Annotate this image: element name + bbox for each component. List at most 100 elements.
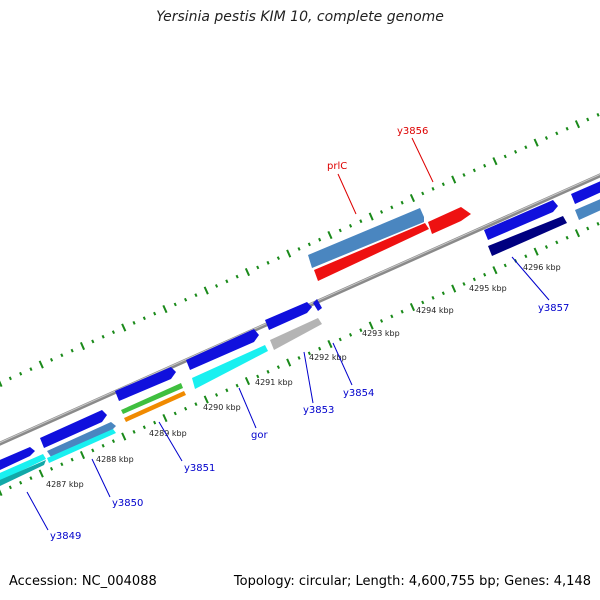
scale-label: 4287 kbp: [46, 480, 84, 489]
upper-track-tick: [153, 311, 157, 316]
upper-track-tick: [513, 149, 518, 154]
gene-small-arrow-feature[interactable]: [313, 299, 322, 311]
lower-track-tick: [111, 439, 116, 444]
gene-label[interactable]: y3849: [50, 531, 81, 542]
upper-track-tick: [421, 191, 425, 196]
upper-track-tick: [101, 334, 105, 339]
gene-y3856-feature[interactable]: [428, 207, 471, 234]
lower-track-tick: [153, 420, 157, 425]
lower-track-tick: [60, 462, 64, 467]
upper-track-tick: [183, 297, 188, 302]
upper-track-tick: [19, 371, 23, 376]
gene-label[interactable]: y3853: [303, 405, 334, 416]
upper-track-tick: [142, 316, 146, 321]
upper-track-tick: [70, 348, 74, 353]
upper-track-tick: [400, 200, 404, 205]
lower-track-tick: [565, 235, 569, 240]
gene-y3850-feature[interactable]: [40, 410, 107, 448]
gene-steelblue-y3850-feature[interactable]: [47, 422, 116, 457]
lower-track-tick: [451, 284, 457, 293]
scale-label: 4288 kbp: [96, 455, 134, 464]
upper-track-tick: [368, 212, 374, 221]
lower-track-tick: [121, 432, 127, 441]
gene-label[interactable]: y3851: [184, 463, 215, 474]
gene-prlC-feature[interactable]: [308, 208, 424, 268]
upper-track-tick: [225, 279, 229, 284]
upper-track-tick: [256, 265, 260, 270]
gene-navy-y3857-feature[interactable]: [488, 216, 567, 256]
lower-track-tick: [183, 406, 188, 411]
upper-track-tick: [586, 117, 590, 122]
gene-label[interactable]: y3856: [397, 126, 428, 137]
tick-track-lower: [0, 221, 600, 497]
gene-label-leader-line: [303, 351, 314, 404]
upper-track-tick: [524, 145, 528, 150]
gene-blue-right-feature[interactable]: [484, 200, 558, 240]
upper-track-tick: [132, 321, 136, 325]
lower-track-tick: [379, 319, 384, 323]
gene-y3851-feature[interactable]: [115, 367, 176, 401]
lower-track-tick: [421, 300, 425, 305]
lower-track-tick: [286, 358, 292, 367]
gene-gray-y3854-feature[interactable]: [270, 318, 322, 350]
upper-track-tick: [483, 163, 487, 168]
gene-y3853-feature[interactable]: [265, 302, 312, 330]
gene-orange-feature[interactable]: [124, 391, 186, 422]
gene-y3849-feature[interactable]: [0, 447, 35, 470]
gene-cyan-left-feature[interactable]: [0, 454, 46, 481]
gene-label-leader-line: [337, 173, 357, 215]
gene-gor-feature[interactable]: [186, 329, 259, 370]
upper-track-tick: [472, 168, 476, 173]
upper-track-tick: [318, 237, 322, 242]
gene-features: [0, 177, 600, 486]
lower-track-tick: [359, 328, 363, 333]
lower-track-tick: [0, 489, 3, 497]
lower-track-tick: [586, 226, 590, 231]
lower-track-tick: [409, 302, 416, 312]
gene-label[interactable]: y3854: [343, 388, 374, 399]
lower-track-tick: [338, 337, 342, 342]
lower-track-tick: [400, 309, 404, 314]
scale-label: 4296 kbp: [523, 263, 561, 272]
upper-track-tick: [297, 247, 301, 251]
scale-label: 4291 kbp: [255, 378, 293, 387]
lower-track-tick: [472, 277, 476, 282]
upper-track-tick: [286, 249, 292, 258]
scale-label: 4294 kbp: [416, 306, 454, 315]
gene-cyan-left-lower-feature[interactable]: [0, 460, 46, 486]
lower-track-tick: [596, 221, 600, 226]
gene-steelblue-far-right-feature[interactable]: [575, 195, 600, 220]
gene-label[interactable]: gor: [251, 430, 268, 441]
upper-track-tick: [194, 293, 198, 298]
lower-track-tick: [524, 254, 528, 259]
lower-track-tick: [368, 321, 374, 330]
upper-track-tick: [338, 228, 342, 233]
lower-track-tick: [503, 263, 507, 268]
gene-label[interactable]: prlC: [327, 161, 347, 172]
upper-track-tick: [0, 380, 3, 388]
upper-track-tick: [38, 360, 44, 369]
tick-track-upper: [0, 112, 600, 388]
gene-cyan-y3850-feature[interactable]: [47, 429, 116, 463]
gene-label[interactable]: y3857: [538, 303, 569, 314]
upper-track-tick: [244, 267, 251, 277]
lower-track-tick: [214, 393, 219, 397]
upper-track-tick: [359, 219, 363, 224]
gene-label[interactable]: y3850: [112, 498, 143, 509]
upper-track-tick: [276, 256, 281, 261]
gene-green-feature[interactable]: [121, 383, 183, 414]
gene-cyan-gor-feature[interactable]: [192, 345, 268, 389]
upper-track-tick: [348, 223, 353, 228]
scale-labels: 4287 kbp 4288 kbp 4289 kbp 4290 kbp 4291 kbp…: [46, 263, 561, 489]
upper-track-tick: [60, 353, 64, 358]
upper-track-tick: [91, 339, 95, 344]
gene-blue-far-right-feature[interactable]: [571, 177, 600, 204]
gene-red-prlC-lower-feature[interactable]: [314, 223, 429, 281]
upper-track-tick: [451, 175, 457, 184]
lower-track-tick: [462, 282, 466, 286]
upper-track-tick: [307, 242, 311, 247]
genome-summary-label: Topology: circular; Length: 4,600,755 bp…: [233, 574, 591, 589]
lower-track-tick: [348, 332, 353, 337]
upper-track-tick: [203, 286, 209, 295]
upper-track-tick: [533, 138, 539, 147]
